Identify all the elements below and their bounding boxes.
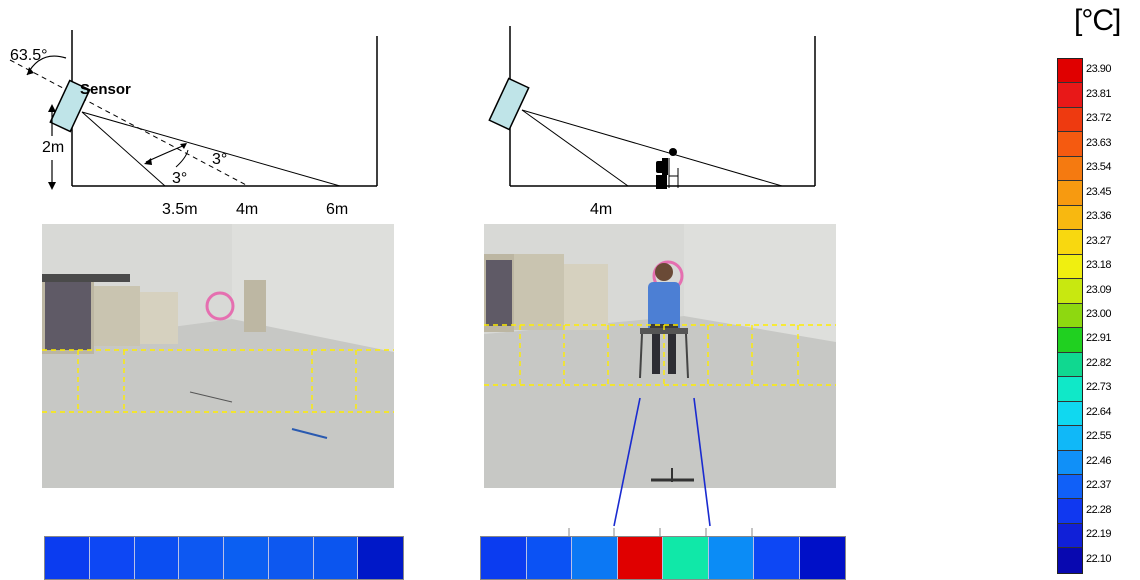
scale-value-label: 23.63 bbox=[1086, 136, 1112, 149]
sensor-geometry-diagram-left: 63.5° Sensor 2m 3° 3° 3.5m 4m 6m bbox=[9, 30, 378, 218]
scale-color-segment bbox=[1058, 401, 1082, 427]
temperature-unit-label: [°C] bbox=[1074, 4, 1121, 37]
scale-value-label: 22.91 bbox=[1086, 332, 1112, 345]
distance-4m-label: 4m bbox=[236, 201, 258, 218]
scale-color-segment bbox=[1058, 83, 1082, 108]
thermal-empty-cell bbox=[179, 537, 224, 579]
scale-color-segment bbox=[1058, 523, 1082, 549]
scale-color-segment bbox=[1058, 303, 1082, 329]
scale-color-segment bbox=[1058, 254, 1082, 280]
scale-value-label: 22.19 bbox=[1086, 528, 1112, 541]
scale-value-label: 22.73 bbox=[1086, 381, 1112, 394]
thermal-empty-cell bbox=[45, 537, 90, 579]
thermal-empty-cell bbox=[268, 537, 314, 579]
scale-color-segment bbox=[1058, 426, 1082, 451]
distance-4m-right-label: 4m bbox=[590, 201, 612, 218]
thermal-empty-cell bbox=[358, 537, 403, 579]
scale-color-segment bbox=[1058, 107, 1082, 133]
angle-arc-3a bbox=[145, 144, 186, 163]
scale-value-label: 23.09 bbox=[1086, 283, 1112, 296]
seated-person-icon bbox=[656, 148, 679, 189]
scale-value-label: 23.72 bbox=[1086, 112, 1112, 125]
thermal-empty-cell bbox=[313, 537, 359, 579]
thermal-person-cell bbox=[617, 537, 663, 579]
thermal-person-cell bbox=[572, 537, 618, 579]
scale-value-label: 23.36 bbox=[1086, 210, 1112, 223]
sensor-label: Sensor bbox=[80, 81, 131, 98]
thermal-person-cell bbox=[708, 537, 754, 579]
scale-color-segment bbox=[1058, 156, 1082, 182]
scale-value-label: 22.82 bbox=[1086, 356, 1112, 369]
scale-value-label: 23.81 bbox=[1086, 87, 1112, 100]
scale-color-segment bbox=[1058, 181, 1082, 206]
scale-color-segment bbox=[1058, 377, 1082, 402]
scale-color-segment bbox=[1058, 474, 1082, 500]
scale-color-segment bbox=[1058, 352, 1082, 378]
scale-color-segment bbox=[1058, 328, 1082, 353]
scale-value-label: 22.37 bbox=[1086, 479, 1112, 492]
scale-value-label: 23.54 bbox=[1086, 161, 1112, 174]
scale-color-segment bbox=[1058, 279, 1082, 304]
scale-value-label: 23.45 bbox=[1086, 185, 1112, 198]
distance-6m-label: 6m bbox=[326, 201, 348, 218]
thermal-person-cell bbox=[526, 537, 572, 579]
scale-color-segment bbox=[1058, 59, 1082, 84]
angle-63-label: 63.5° bbox=[10, 47, 48, 64]
scale-color-segment bbox=[1058, 499, 1082, 524]
thermal-strip-person bbox=[480, 536, 846, 580]
detection-zone-grid-left bbox=[42, 349, 394, 413]
height-label: 2m bbox=[42, 139, 64, 156]
scale-value-label: 22.46 bbox=[1086, 454, 1112, 467]
sensor-geometry-diagram-right: 4m bbox=[488, 26, 816, 218]
sensor-box bbox=[49, 79, 91, 133]
scale-color-segment bbox=[1058, 205, 1082, 231]
thermal-empty-cell bbox=[224, 537, 269, 579]
thermal-strip-empty bbox=[44, 536, 404, 580]
sensor-box-right bbox=[488, 77, 530, 131]
beam-lower bbox=[81, 111, 166, 187]
detection-zone-grid-right bbox=[484, 324, 836, 386]
thermal-empty-cell bbox=[134, 537, 180, 579]
scale-value-label: 23.27 bbox=[1086, 234, 1112, 247]
thermal-person-cell bbox=[481, 537, 527, 579]
angle-3-upper-label: 3° bbox=[212, 151, 227, 168]
room-photo-empty bbox=[42, 224, 394, 488]
thermal-person-cell bbox=[799, 537, 845, 579]
scale-value-label: 22.55 bbox=[1086, 430, 1112, 443]
scale-value-label: 22.10 bbox=[1086, 552, 1112, 565]
scale-color-segment bbox=[1058, 132, 1082, 157]
scale-color-segment bbox=[1058, 548, 1082, 573]
thermal-person-cell bbox=[754, 537, 800, 579]
scale-value-label: 23.00 bbox=[1086, 308, 1112, 320]
scale-color-segment bbox=[1058, 450, 1082, 475]
beam-upper bbox=[81, 111, 341, 187]
scale-value-label: 23.18 bbox=[1086, 259, 1112, 272]
scale-value-label: 22.28 bbox=[1086, 503, 1112, 516]
room-photo-person bbox=[484, 224, 836, 488]
angle-3-lower-label: 3° bbox=[172, 170, 187, 187]
scale-color-segment bbox=[1058, 230, 1082, 255]
scale-value-label: 22.64 bbox=[1086, 405, 1112, 418]
thermal-person-cell bbox=[663, 537, 709, 579]
temperature-color-scale bbox=[1057, 58, 1083, 574]
distance-3-5m-label: 3.5m bbox=[162, 201, 198, 218]
scale-value-label: 23.90 bbox=[1086, 63, 1112, 76]
thermal-empty-cell bbox=[89, 537, 135, 579]
zone-connector-lines bbox=[613, 397, 711, 527]
